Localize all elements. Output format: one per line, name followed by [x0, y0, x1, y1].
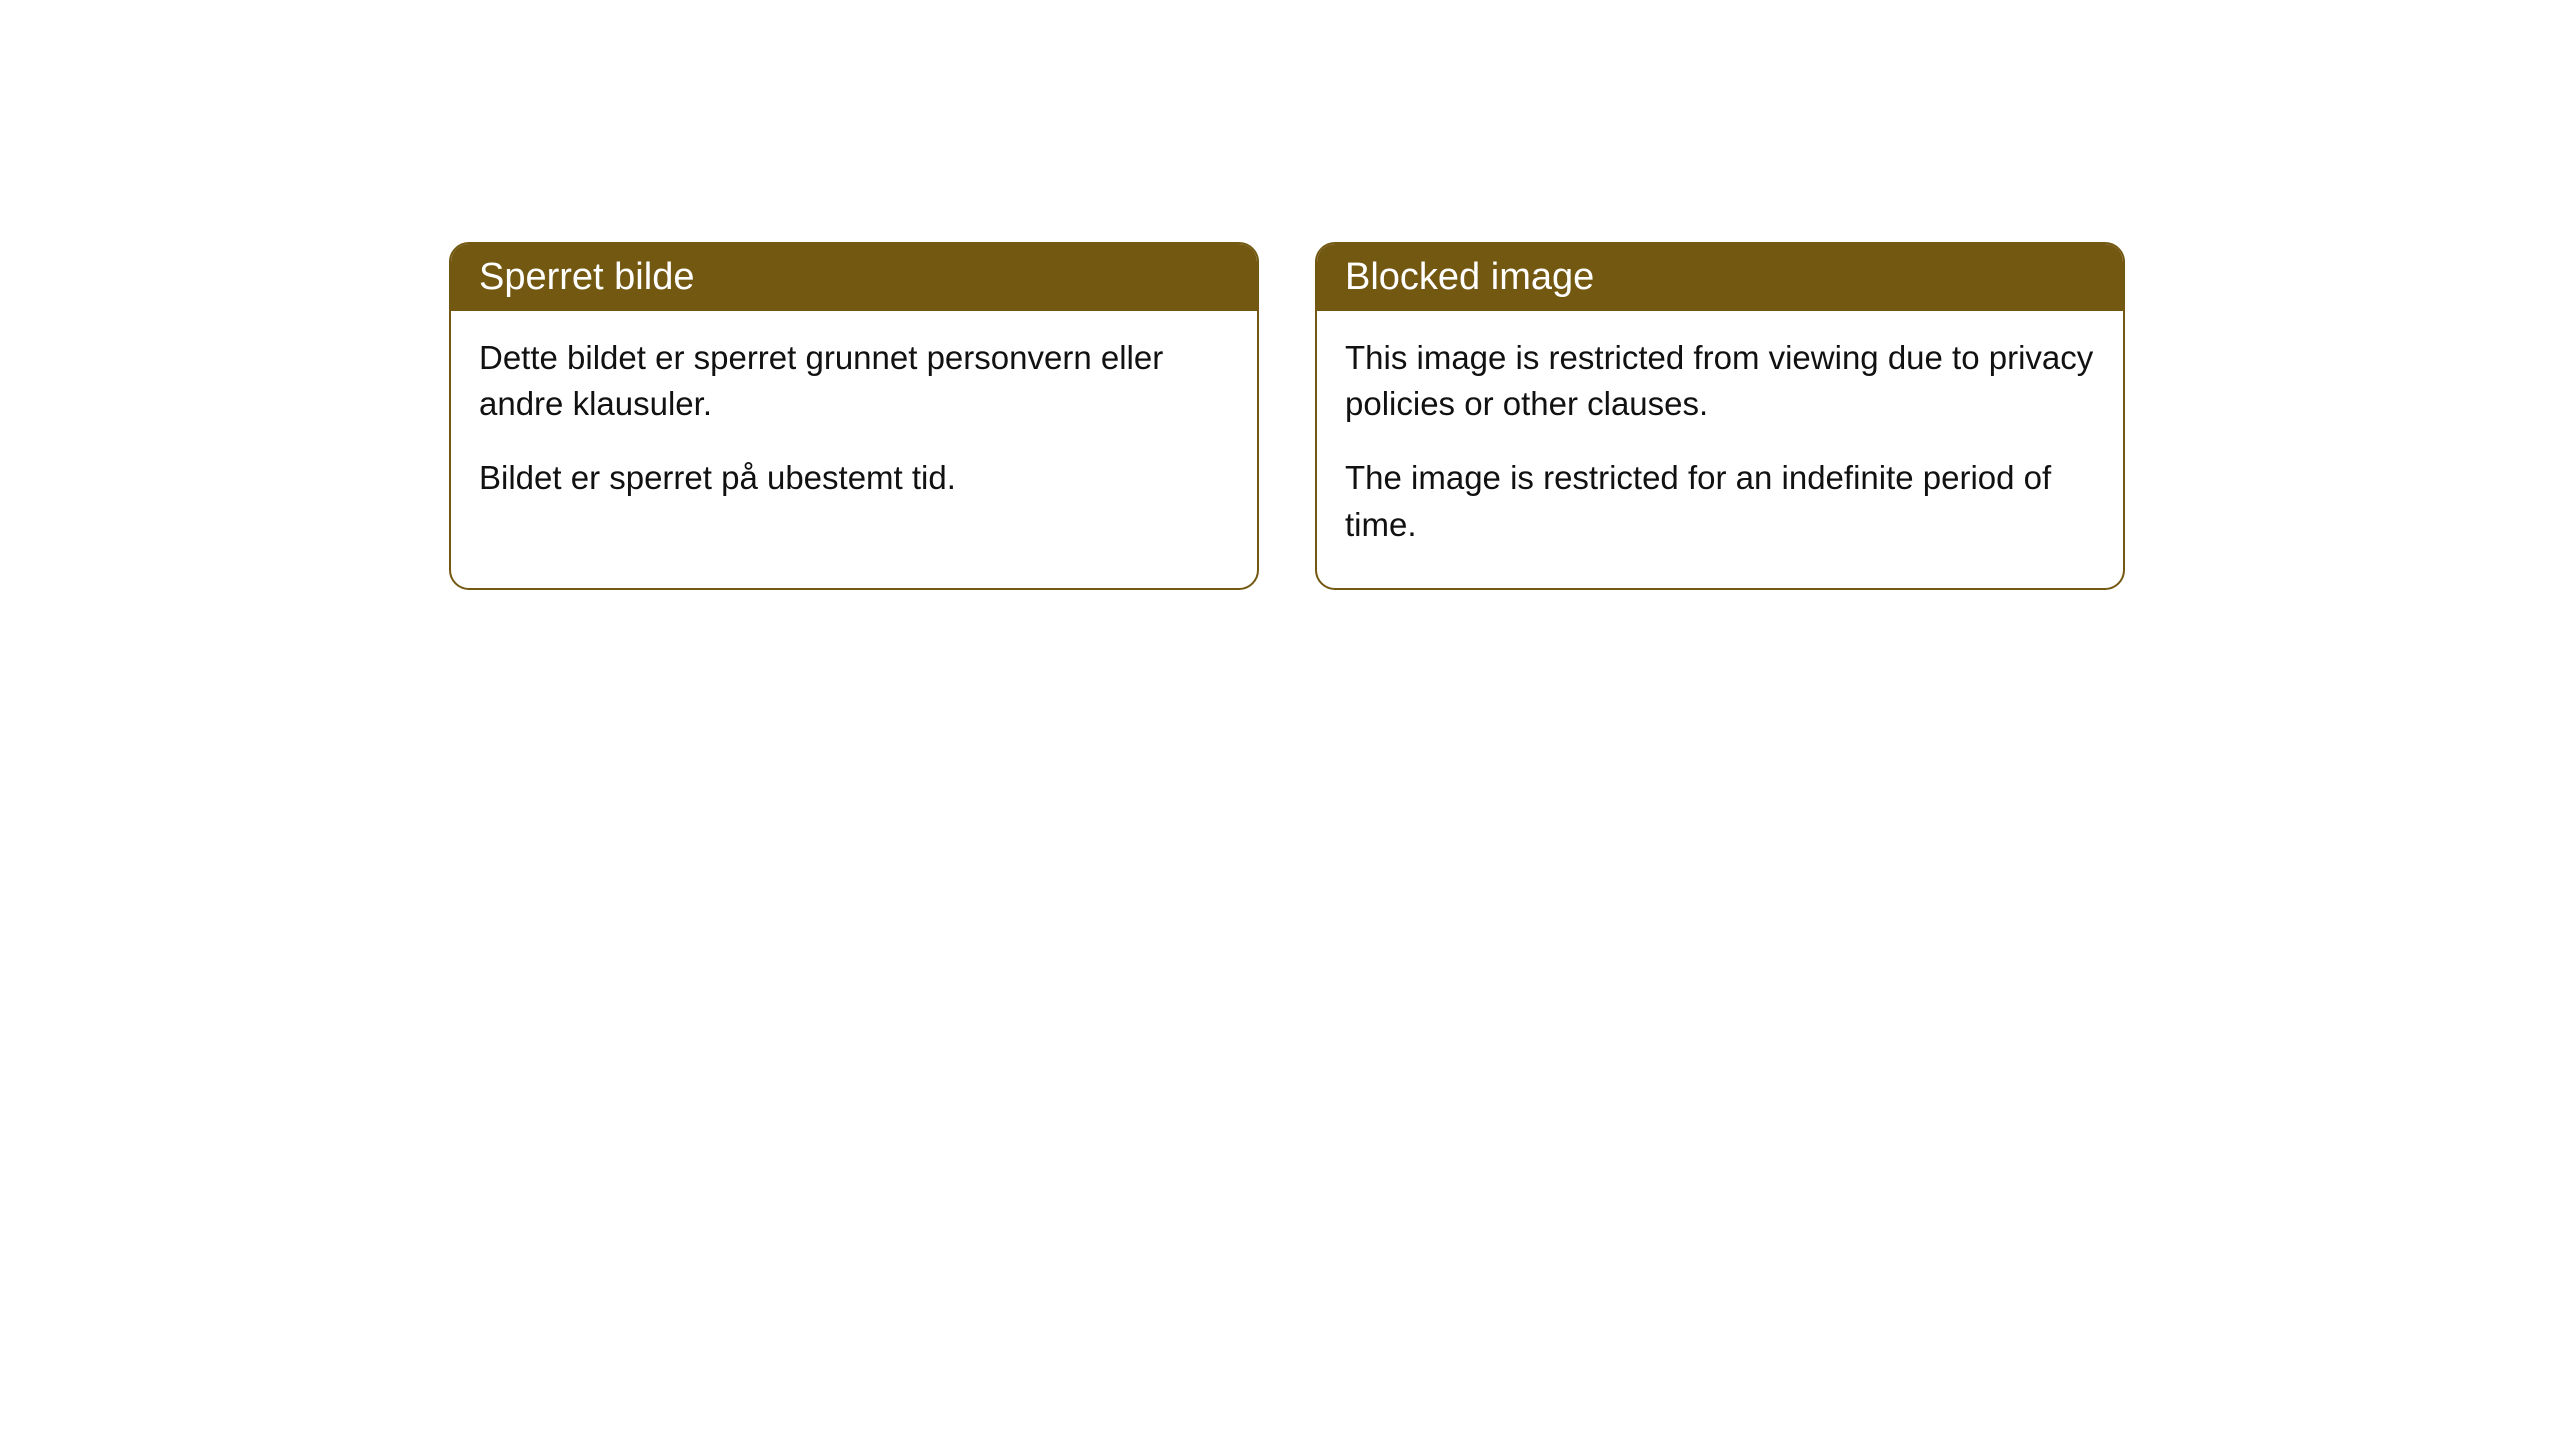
card-paragraph: This image is restricted from viewing du… [1345, 335, 2095, 427]
card-paragraph: Dette bildet er sperret grunnet personve… [479, 335, 1229, 427]
card-body-english: This image is restricted from viewing du… [1317, 311, 2123, 588]
blocked-image-card-norwegian: Sperret bilde Dette bildet er sperret gr… [449, 242, 1259, 590]
card-paragraph: Bildet er sperret på ubestemt tid. [479, 455, 1229, 501]
card-paragraph: The image is restricted for an indefinit… [1345, 455, 2095, 547]
notice-container: Sperret bilde Dette bildet er sperret gr… [449, 242, 2125, 590]
card-title: Sperret bilde [479, 256, 694, 298]
card-header-norwegian: Sperret bilde [451, 244, 1257, 311]
blocked-image-card-english: Blocked image This image is restricted f… [1315, 242, 2125, 590]
card-body-norwegian: Dette bildet er sperret grunnet personve… [451, 311, 1257, 542]
card-header-english: Blocked image [1317, 244, 2123, 311]
card-title: Blocked image [1345, 256, 1594, 298]
